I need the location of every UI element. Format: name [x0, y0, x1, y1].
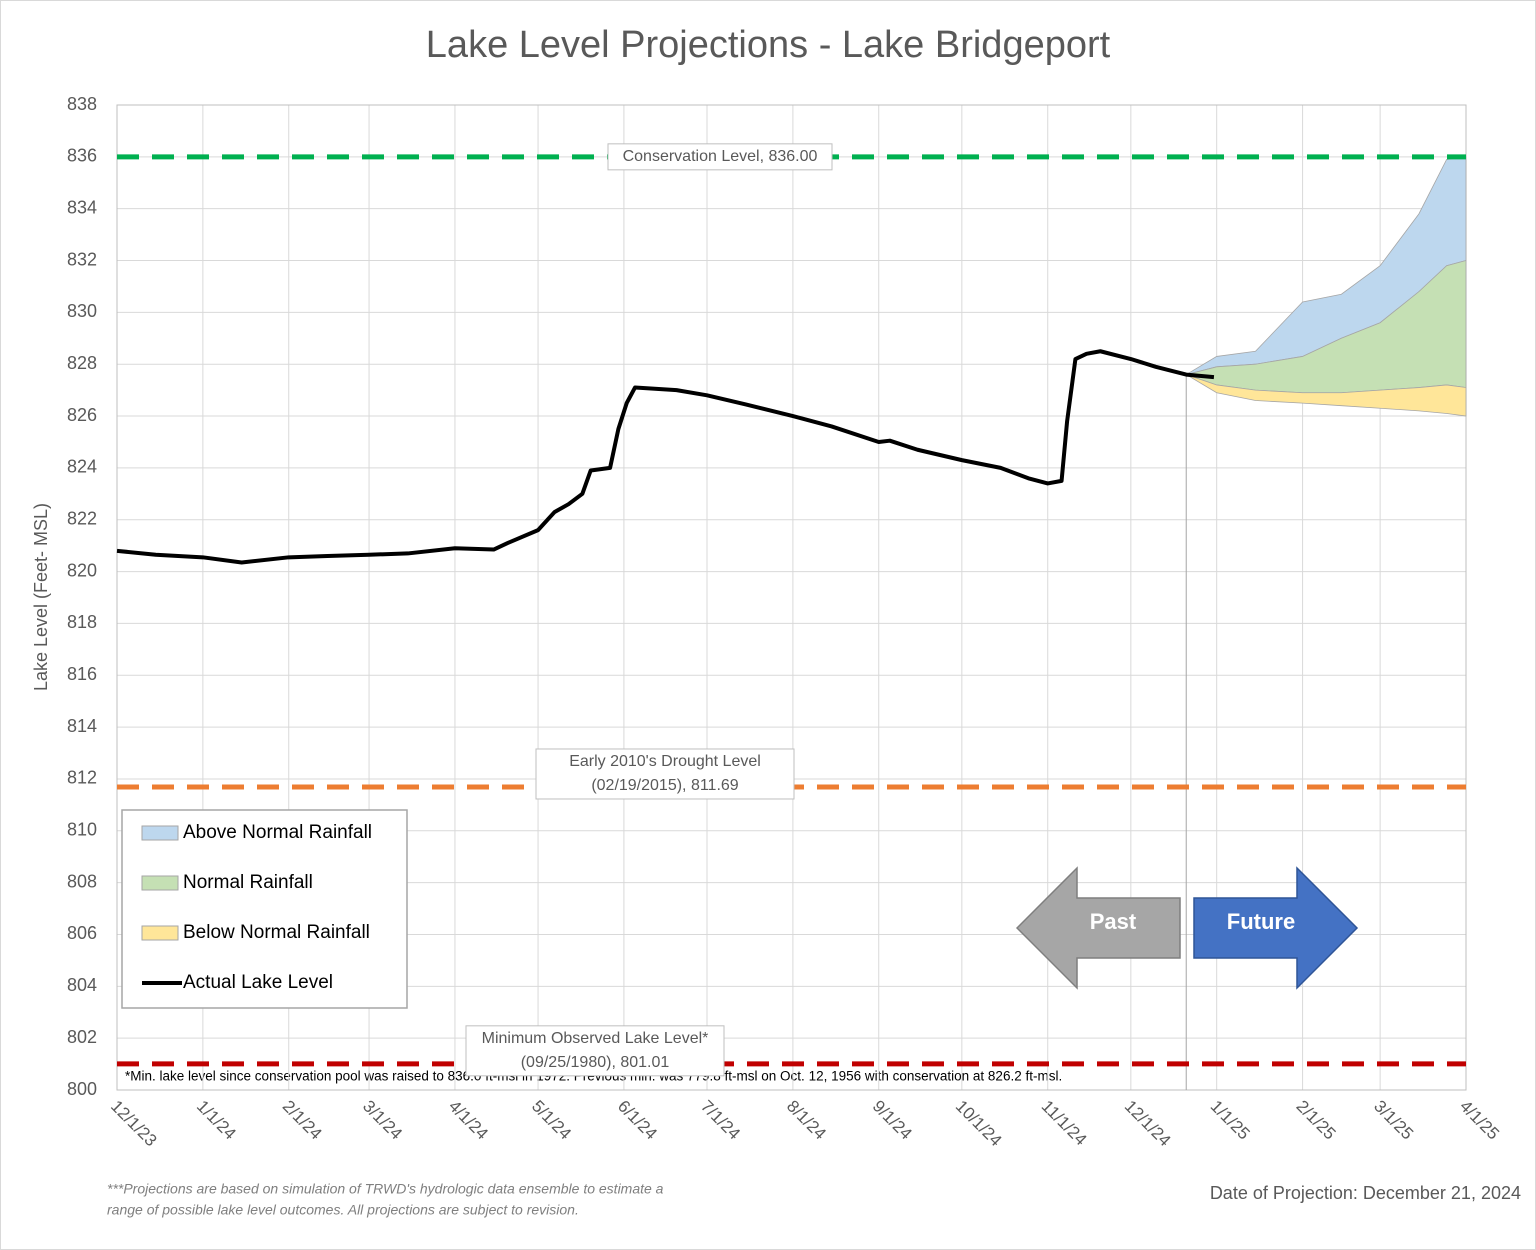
y-tick-label: 806: [67, 923, 97, 943]
reference-label: (09/25/1980), 801.01: [521, 1054, 670, 1071]
legend-box: [121, 809, 408, 1009]
reference-label: Early 2010's Drought Level: [569, 753, 761, 770]
legend-swatch: [141, 825, 179, 841]
y-tick-label: 808: [67, 871, 97, 891]
y-axis-label: Lake Level (Feet- MSL): [31, 503, 51, 691]
legend-swatch: [141, 925, 179, 941]
reference-label-box: [535, 748, 795, 800]
y-tick-label: 838: [67, 94, 97, 114]
reference-label-box: [607, 143, 833, 171]
reference-label: (02/19/2015), 811.69: [591, 777, 738, 794]
actual-line: [116, 349, 1215, 565]
y-tick-label: 818: [67, 612, 97, 632]
reference-label: Minimum Observed Lake Level*: [482, 1030, 709, 1047]
y-tick-label: 814: [67, 716, 97, 736]
past-arrow-label: Past: [1090, 909, 1137, 934]
legend-label: Below Normal Rainfall: [183, 922, 370, 943]
legend-label: Actual Lake Level: [183, 972, 333, 993]
y-tick-label: 810: [67, 820, 97, 840]
y-tick-label: 820: [67, 560, 97, 580]
y-tick-label: 816: [67, 664, 97, 684]
projection-date-label: Date of Projection: December 21, 2024: [1210, 1183, 1521, 1203]
y-tick-label: 836: [67, 146, 97, 166]
y-tick-label: 834: [67, 197, 97, 217]
footnote: ***Projections are based on simulation o…: [107, 1181, 664, 1197]
y-tick-label: 802: [67, 1027, 97, 1047]
y-tick-label: 826: [67, 405, 97, 425]
legend-label: Above Normal Rainfall: [183, 822, 372, 843]
y-tick-label: 824: [67, 457, 97, 477]
projection-band: [1186, 374, 1467, 417]
y-tick-label: 822: [67, 508, 97, 528]
future-arrow: [1193, 866, 1359, 990]
reference-label: Conservation Level, 836.00: [623, 148, 818, 165]
future-arrow-label: Future: [1227, 909, 1295, 934]
legend-swatch: [141, 875, 179, 891]
y-tick-label: 828: [67, 353, 97, 373]
chart-title: Lake Level Projections - Lake Bridgeport: [426, 24, 1111, 66]
plot-border: [116, 104, 1467, 1091]
y-tick-label: 804: [67, 975, 97, 995]
footnote: range of possible lake level outcomes. A…: [107, 1202, 579, 1218]
legend-label: Normal Rainfall: [183, 872, 313, 893]
y-tick-label: 800: [67, 1079, 97, 1099]
y-tick-label: 812: [67, 768, 97, 788]
y-tick-label: 832: [67, 249, 97, 269]
y-tick-label: 830: [67, 301, 97, 321]
reference-label-box: [465, 1025, 725, 1077]
past-arrow: [1015, 866, 1181, 990]
